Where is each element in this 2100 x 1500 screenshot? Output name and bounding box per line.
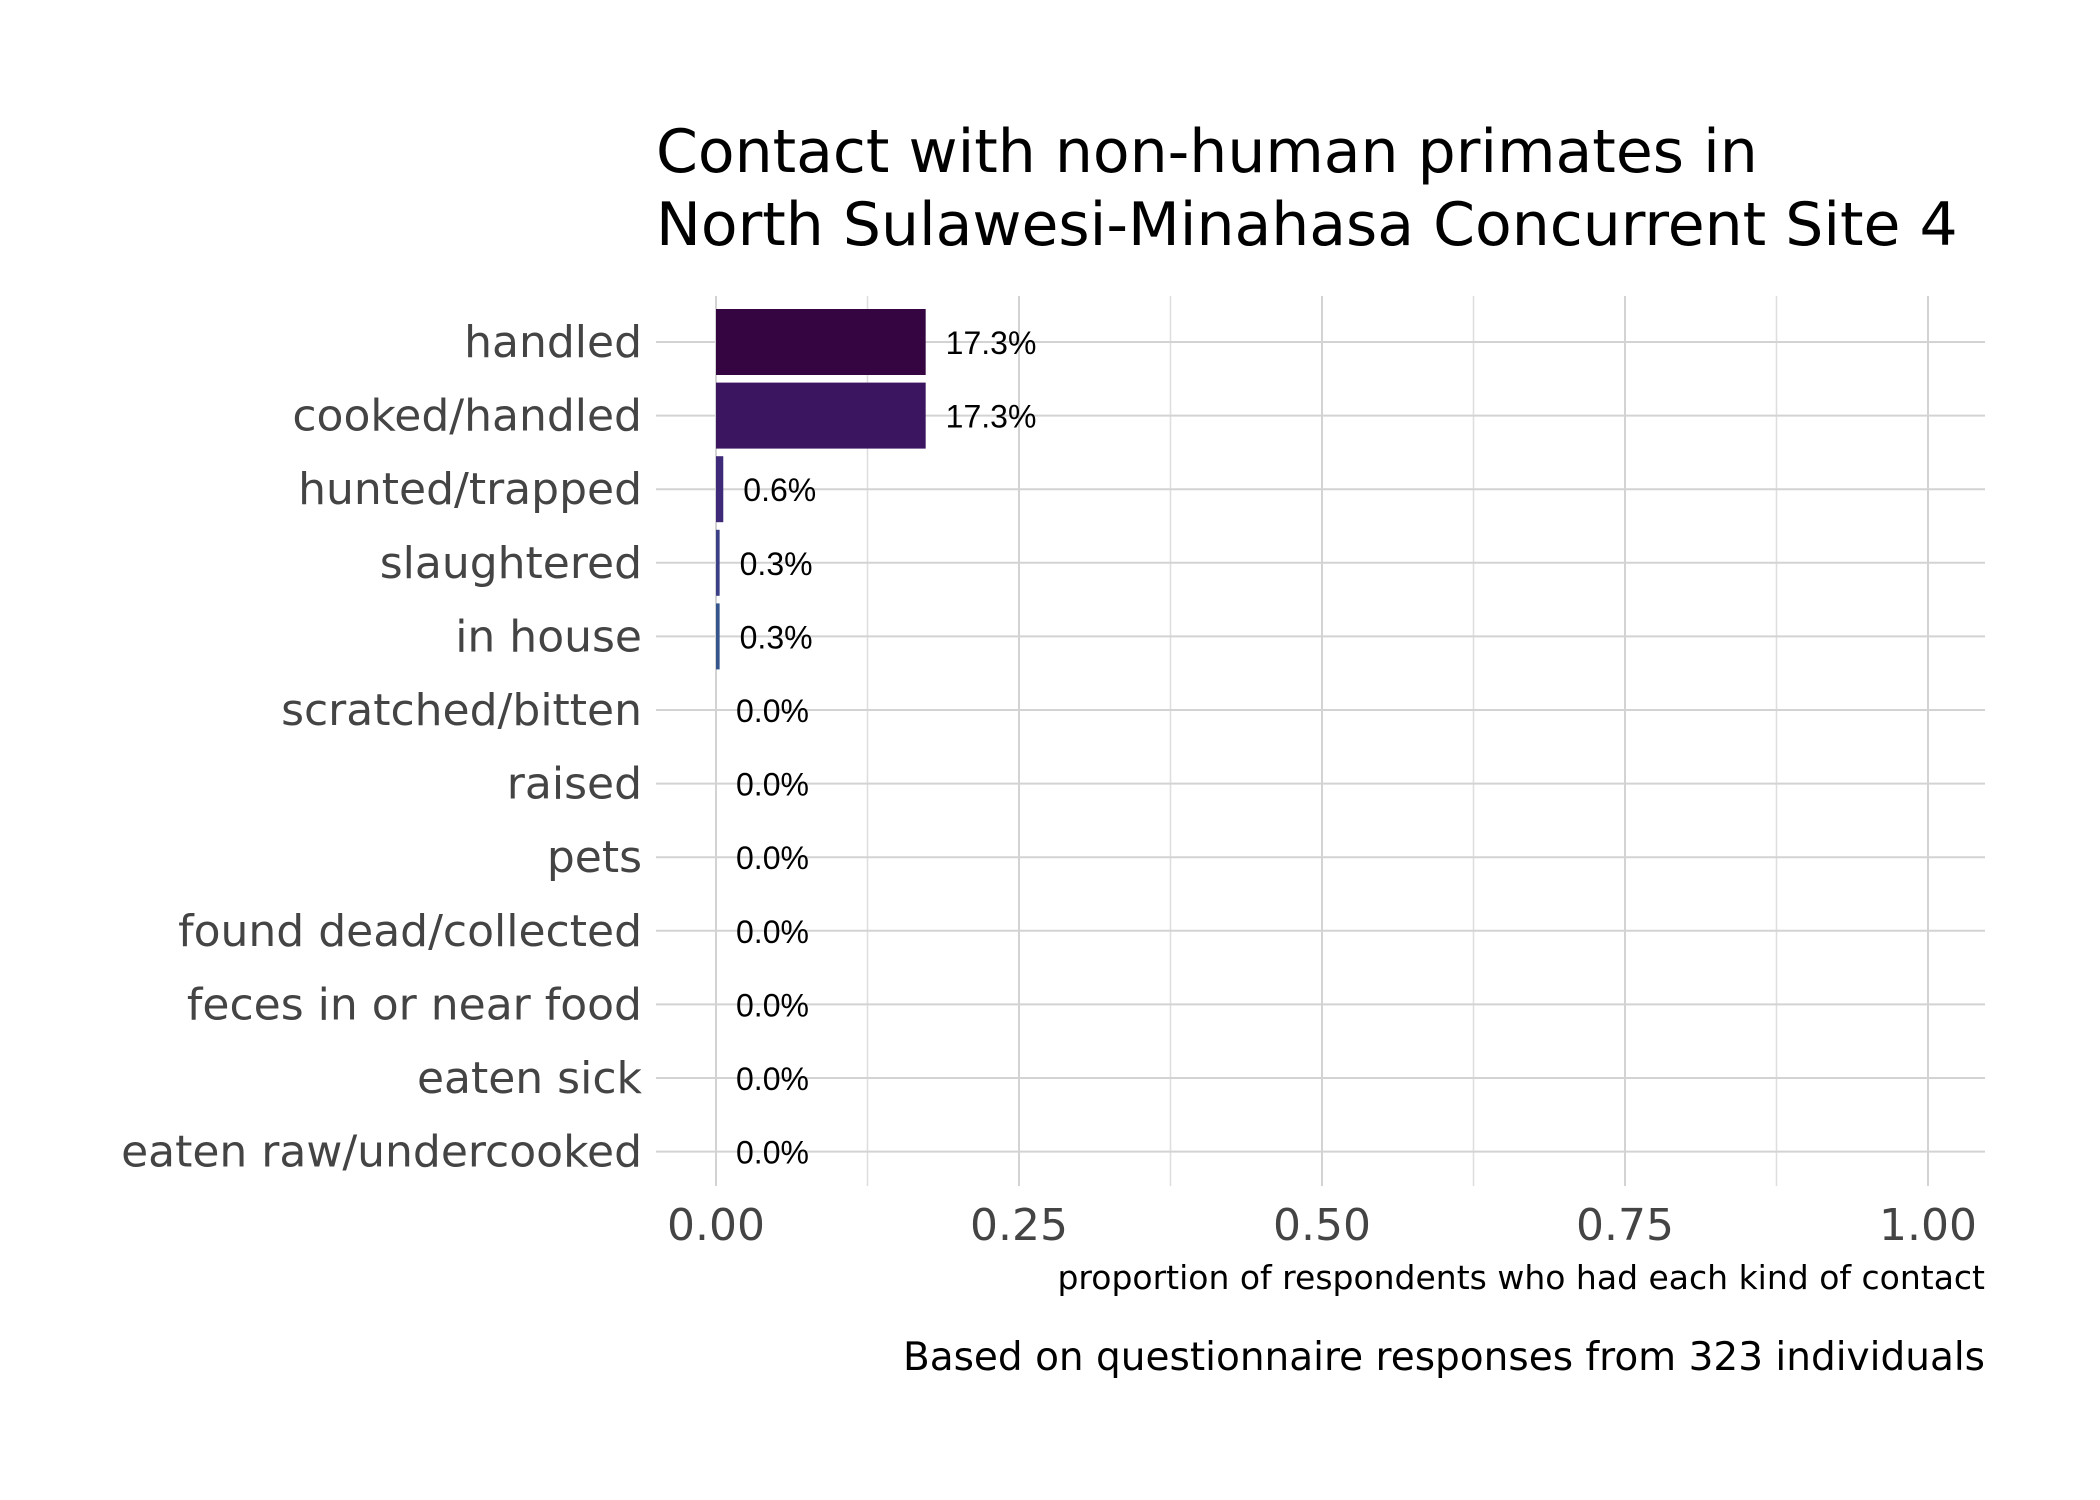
chart-title-line-1: Contact with non-human primates in (656, 117, 1758, 187)
value-label: 0.0% (736, 1135, 809, 1171)
value-label: 0.0% (736, 767, 809, 803)
bar (716, 456, 724, 523)
chart-caption: Based on questionnaire responses from 32… (903, 1335, 1985, 1380)
value-label: 0.0% (736, 840, 809, 876)
category-label: slaughtered (380, 538, 642, 589)
category-label: hunted/trapped (298, 464, 642, 515)
bar (716, 382, 926, 449)
x-tick-label: 0.50 (1273, 1200, 1371, 1251)
category-label: found dead/collected (178, 906, 642, 957)
x-axis-tick-labels: 0.00 0.25 0.50 0.75 1.00 (667, 1200, 1977, 1251)
value-label: 0.0% (736, 914, 809, 950)
category-label: scratched/bitten (281, 685, 642, 736)
category-label: pets (547, 832, 642, 883)
category-labels: handled cooked/handled hunted/trapped slaug… (121, 317, 642, 1178)
category-label: feces in or near food (187, 979, 642, 1030)
value-label: 0.0% (736, 1061, 809, 1097)
value-label: 17.3% (946, 325, 1037, 361)
category-label: eaten sick (417, 1053, 643, 1104)
bar (716, 309, 926, 375)
x-tick-label: 1.00 (1879, 1200, 1977, 1251)
value-label: 0.0% (736, 987, 809, 1023)
category-label: handled (464, 317, 642, 368)
x-axis-label: proportion of respondents who had each k… (1057, 1258, 1985, 1297)
value-label: 0.3% (740, 546, 813, 582)
x-tick-label: 0.75 (1576, 1200, 1674, 1251)
value-label: 17.3% (946, 399, 1037, 435)
x-tick-label: 0.25 (970, 1200, 1068, 1251)
x-tick-label: 0.00 (667, 1200, 765, 1251)
bars (716, 309, 926, 670)
value-label: 0.3% (740, 619, 813, 655)
category-label: in house (455, 611, 642, 662)
bar (716, 603, 720, 670)
category-label: cooked/handled (292, 391, 642, 442)
category-label: eaten raw/undercooked (121, 1127, 642, 1178)
value-label: 0.6% (743, 472, 816, 508)
chart-title-line-2: North Sulawesi-Minahasa Concurrent Site … (656, 190, 1958, 260)
bar (716, 529, 720, 596)
value-labels: 17.3% 17.3% 0.6% 0.3% 0.3% 0.0% 0.0% 0.0% 0.0% 0.… (736, 325, 1036, 1171)
value-label: 0.0% (736, 693, 809, 729)
category-label: raised (507, 759, 642, 810)
